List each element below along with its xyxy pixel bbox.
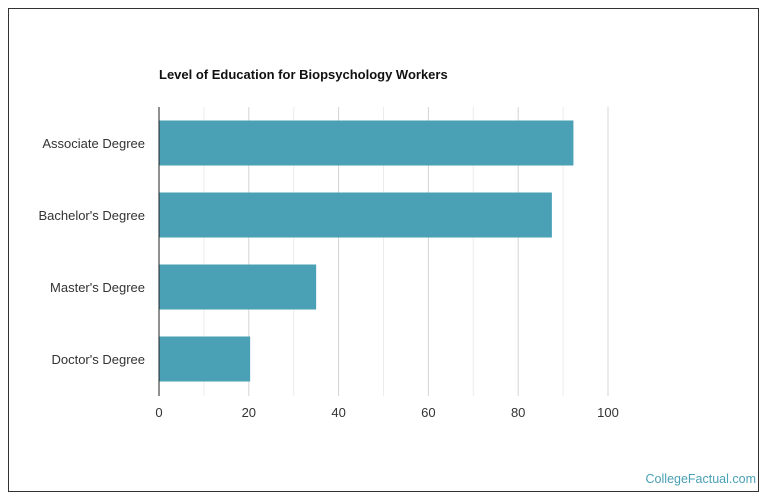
- watermark: CollegeFactual.com: [645, 472, 756, 486]
- bar-2: [159, 264, 317, 310]
- category-labels: Associate Degree Bachelor's Degree Master'…: [38, 136, 145, 367]
- bar-3: [159, 336, 251, 382]
- tick-label-20: 20: [242, 405, 256, 420]
- tick-label-60: 60: [421, 405, 435, 420]
- tick-label-0: 0: [155, 405, 162, 420]
- tick-label-100: 100: [597, 405, 619, 420]
- tick-labels: 0 20 40 60 80 100: [155, 405, 618, 420]
- bar-1: [159, 192, 552, 238]
- bars: [159, 120, 574, 382]
- tick-label-40: 40: [331, 405, 345, 420]
- chart-title: Level of Education for Biopsychology Wor…: [159, 67, 448, 82]
- category-label-1: Bachelor's Degree: [38, 208, 145, 223]
- category-label-0: Associate Degree: [42, 136, 145, 151]
- category-label-2: Master's Degree: [50, 280, 145, 295]
- category-label-3: Doctor's Degree: [51, 352, 145, 367]
- bar-0: [159, 120, 574, 166]
- tick-label-80: 80: [511, 405, 525, 420]
